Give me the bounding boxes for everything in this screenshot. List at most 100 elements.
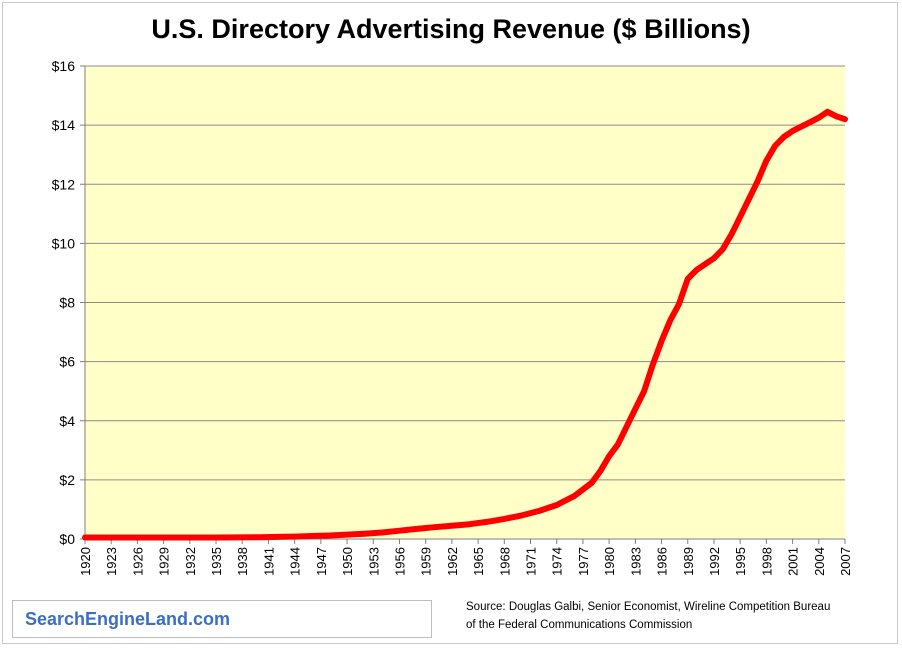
y-tick-label: $0 — [59, 531, 75, 547]
data-point — [501, 516, 507, 522]
data-point — [816, 115, 822, 121]
x-tick-label: 1944 — [288, 547, 303, 576]
data-point — [763, 158, 769, 164]
data-point — [807, 119, 813, 125]
data-point — [755, 178, 761, 184]
data-point — [536, 508, 542, 514]
x-tick-label: 1953 — [366, 547, 381, 576]
data-point — [772, 143, 778, 149]
y-tick-label: $6 — [59, 354, 75, 370]
data-point — [650, 362, 656, 367]
data-point — [213, 535, 219, 540]
data-point — [676, 301, 682, 307]
x-tick-label: 1938 — [235, 547, 250, 576]
line-chart: $0$2$4$6$8$10$12$14$16 1920 1923 1926 1929 1… — [52, 58, 853, 576]
x-tick-label: 1971 — [524, 547, 539, 576]
data-point — [842, 116, 848, 122]
x-tick-label: 2007 — [838, 547, 853, 576]
x-tick-label: 1923 — [104, 547, 119, 576]
y-tick-label: $8 — [59, 295, 75, 311]
chart-title: U.S. Directory Advertising Revenue ($ Bi… — [151, 14, 751, 44]
data-point — [798, 124, 804, 130]
y-tick-label: $10 — [52, 235, 76, 251]
y-axis-ticks: $0 $2 $4 $6 $8 $10 $12 $14 $16 — [52, 58, 85, 547]
data-point — [833, 113, 839, 119]
x-tick-label: 1950 — [340, 547, 355, 576]
data-point — [344, 532, 350, 537]
data-point — [606, 453, 612, 459]
data-point — [702, 261, 708, 267]
data-point — [327, 533, 332, 538]
data-point — [641, 388, 647, 394]
data-point — [632, 406, 638, 412]
data-point — [729, 232, 734, 237]
data-point — [484, 519, 490, 525]
x-tick-label: 1935 — [209, 547, 224, 576]
data-point — [685, 276, 691, 282]
x-tick-label: 1989 — [681, 547, 696, 576]
data-point — [362, 531, 367, 537]
x-tick-label: 1962 — [445, 547, 460, 576]
x-tick-label: 1965 — [471, 547, 486, 576]
data-point — [589, 480, 595, 486]
data-point — [82, 535, 88, 540]
y-tick-label: $12 — [52, 176, 76, 192]
x-tick-label: 1980 — [602, 547, 617, 576]
x-tick-label: 1941 — [261, 547, 276, 576]
brand-box: SearchEngineLand.com — [12, 600, 432, 638]
x-tick-label: 1992 — [707, 547, 722, 576]
data-point — [615, 442, 621, 447]
data-point — [414, 526, 420, 532]
data-point — [309, 533, 315, 539]
data-point — [711, 255, 717, 261]
data-point — [126, 535, 132, 540]
data-point — [379, 530, 385, 535]
x-tick-label: 1968 — [497, 547, 512, 576]
data-point — [667, 317, 673, 323]
x-tick-label: 1947 — [314, 547, 329, 576]
x-tick-label: 1959 — [419, 547, 434, 576]
data-point — [519, 512, 525, 518]
x-tick-label: 1929 — [157, 547, 172, 576]
data-point — [781, 134, 787, 140]
x-tick-label: 1983 — [628, 547, 643, 576]
brand-logo-text: SearchEngineLand.com — [25, 609, 231, 629]
data-point — [598, 468, 603, 474]
x-tick-label: 1974 — [550, 547, 565, 576]
data-point — [292, 534, 298, 540]
data-point — [746, 196, 752, 202]
x-tick-label: 1998 — [759, 547, 774, 576]
data-point — [274, 534, 280, 540]
x-axis-ticks: 1920 1923 1926 1929 1932 1935 1938 1941 1944 1947… — [78, 539, 853, 576]
x-tick-label: 1977 — [576, 547, 591, 576]
y-tick-label: $14 — [52, 117, 76, 133]
data-point — [694, 267, 699, 273]
y-tick-label: $2 — [59, 472, 75, 488]
gridlines — [85, 65, 845, 481]
x-tick-label: 1932 — [183, 547, 198, 576]
data-point — [466, 521, 472, 527]
data-point — [449, 523, 455, 529]
x-tick-label: 1995 — [733, 547, 748, 576]
x-tick-label: 1920 — [78, 547, 93, 576]
data-point — [790, 128, 795, 134]
data-point — [397, 528, 402, 534]
x-tick-label: 2001 — [786, 547, 801, 576]
data-point — [624, 424, 630, 430]
y-tick-label: $4 — [59, 413, 75, 429]
data-point — [554, 502, 560, 508]
data-point — [737, 214, 743, 220]
source-line-1: Source: Douglas Galbi, Senior Economist,… — [466, 601, 831, 613]
source-note: Source: Douglas Galbi, Senior Economist,… — [466, 598, 896, 634]
data-point — [257, 534, 263, 540]
y-tick-label: $16 — [52, 58, 76, 74]
x-tick-label: 1926 — [130, 547, 145, 576]
x-tick-label: 1986 — [655, 547, 670, 576]
data-point — [432, 524, 437, 530]
data-point — [169, 535, 175, 540]
series-group — [82, 108, 848, 541]
x-tick-label: 2004 — [812, 547, 827, 576]
data-point — [659, 338, 664, 344]
data-point — [571, 493, 577, 499]
source-line-2: of the Federal Communications Commission — [466, 619, 693, 631]
